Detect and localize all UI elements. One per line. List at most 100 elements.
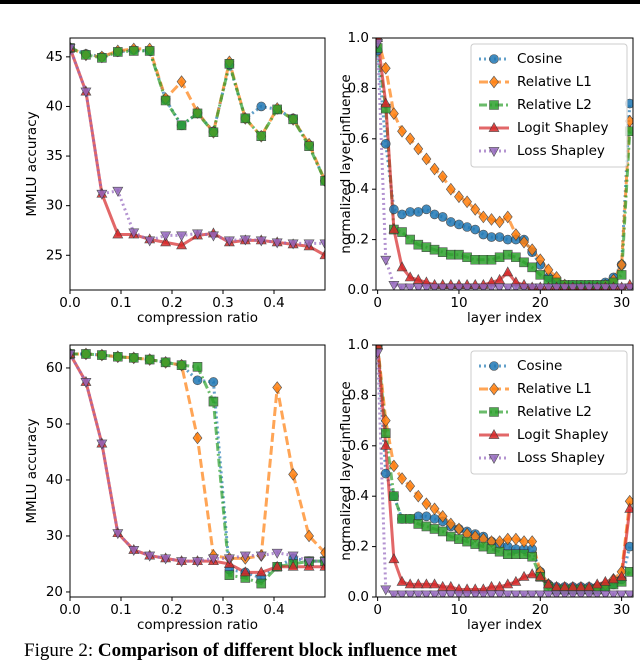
marker [176,360,187,370]
marker [176,231,188,242]
y-tick-label: 0.4 [348,181,369,197]
y-tick-label: 0.0 [348,589,369,605]
marker [437,283,449,290]
marker [388,281,400,290]
top-rule [0,0,640,4]
marker [624,541,633,552]
marker [208,377,219,387]
marker [128,46,139,56]
marker [488,428,500,439]
marker [494,580,506,591]
marker [502,283,514,290]
marker [380,468,391,479]
marker [489,382,499,396]
marker [437,247,448,258]
marker [380,61,391,75]
legend-label: Cosine [517,51,562,67]
y-tick-label: 30 [46,198,63,214]
marker [567,283,579,290]
legend-label: Loss Shapley [517,143,605,159]
marker [239,551,251,562]
x-tick-label: 10 [450,295,467,311]
marker [477,590,489,597]
marker [192,108,203,119]
marker [534,590,546,597]
marker [502,532,513,546]
marker [397,514,407,524]
marker [591,590,603,597]
marker [511,228,521,241]
marker [437,212,448,222]
marker [396,261,408,272]
marker [559,590,571,597]
marker [160,231,172,242]
marker [502,590,514,597]
marker [526,568,538,579]
marker [303,239,315,250]
marker [494,215,505,229]
marker [256,101,267,112]
marker [389,107,399,120]
marker [397,227,407,237]
marker [583,283,595,290]
marker [288,468,299,481]
marker [616,270,627,280]
x-axis-label: compression ratio [137,617,258,633]
marker [551,590,563,597]
marker [591,283,603,290]
marker [534,283,546,290]
marker [80,378,92,388]
marker [287,239,299,250]
marker [445,590,457,597]
marker [224,58,235,69]
marker [176,75,187,88]
y-tick-label: 0.4 [348,488,369,504]
marker [591,578,603,589]
marker [256,131,267,142]
marker [489,100,499,110]
marker [478,254,489,265]
marker [445,283,457,290]
marker [380,97,392,108]
x-axis-label: compression ratio [137,310,258,326]
marker [192,431,203,445]
marker [446,217,456,227]
marker [486,580,497,591]
marker [489,54,499,64]
y-tick-label: 40 [46,98,63,114]
marker [97,53,107,63]
marker [176,557,188,568]
marker [192,229,203,240]
marker [527,551,537,562]
marker [519,549,529,559]
marker [81,50,91,60]
marker [413,519,424,529]
marker [478,541,489,552]
marker [494,273,506,284]
x-tick-label: 0.3 [212,295,233,311]
marker [239,566,251,577]
marker [70,350,76,360]
x-tick-label: 0.2 [161,602,182,618]
marker [397,209,407,220]
marker [608,590,619,597]
marker [112,186,124,197]
marker [420,578,432,589]
marker [616,590,628,597]
marker [527,243,538,257]
plot-area [376,38,633,290]
marker [208,396,219,407]
marker [429,162,440,176]
marker [128,546,140,556]
marker [405,207,415,217]
marker [421,242,432,252]
y-axis-label: normalized layer influence [338,74,354,253]
marker [470,539,481,549]
marker [429,524,440,534]
x-tick-label: 0.0 [59,602,80,618]
marker [70,44,76,54]
marker [320,176,325,186]
legend-label: Cosine [517,358,562,374]
axes-frame [375,37,634,291]
marker [404,578,416,589]
